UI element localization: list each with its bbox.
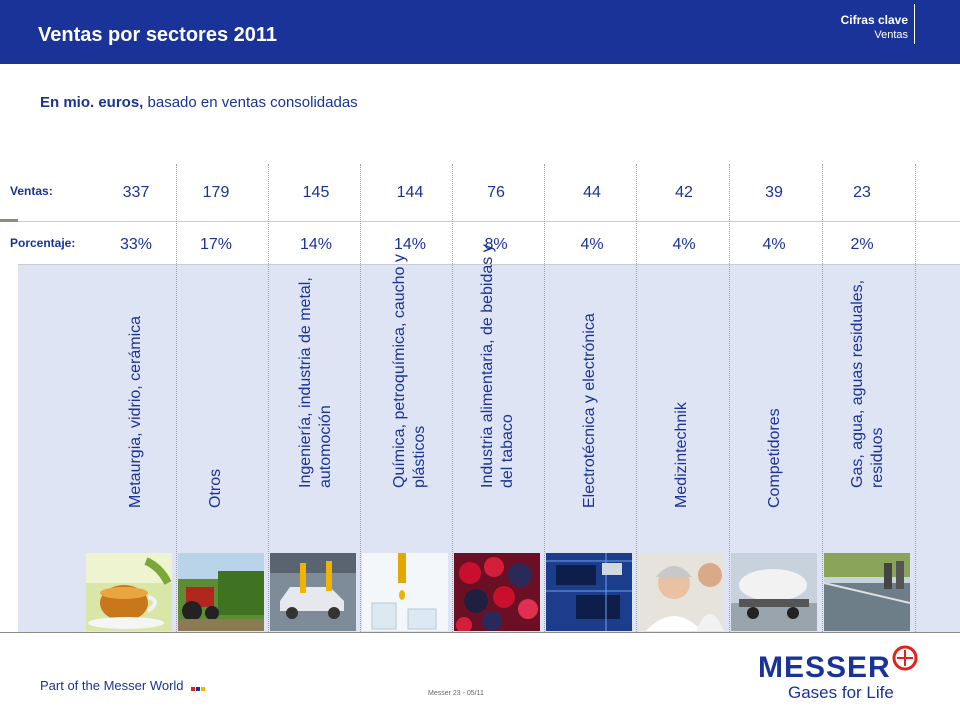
table-bottom-line	[0, 632, 960, 633]
circuit-board-photo	[546, 553, 632, 631]
page-number: Messer 23 - 05/11	[428, 690, 484, 697]
row-marker	[0, 219, 18, 222]
sector-name: Metaurgia, vidrio, cerámica	[127, 315, 144, 508]
tractor-photo	[178, 553, 264, 631]
sector-name-cell: Metaurgia, vidrio, cerámica	[90, 268, 182, 528]
sector-percentage: 4%	[672, 236, 696, 253]
sector-percentage: 17%	[199, 236, 233, 253]
column-separator	[360, 164, 361, 632]
footer-tagline: Part of the Messer World	[40, 678, 206, 694]
car-factory-photo	[270, 553, 356, 631]
column-separator	[915, 164, 916, 632]
sector-sales-value: 76	[487, 184, 505, 201]
sector-name: Química, petroquímica, caucho y plástico…	[391, 254, 428, 488]
sector-sales-value: 145	[302, 184, 330, 201]
sector-name: Medizintechnik	[673, 402, 690, 508]
sector-sales-value: 144	[396, 184, 424, 201]
logo-wordmark: MESSER	[758, 651, 891, 684]
sector-percentage: 14%	[393, 236, 427, 253]
subtitle-unit: En mio. euros,	[40, 94, 144, 111]
row-divider	[18, 221, 960, 222]
water-treatment-photo	[824, 553, 910, 631]
sector-sales-value: 23	[853, 184, 871, 201]
sector-sales-value: 44	[583, 184, 601, 201]
subtitle: En mio. euros, basado en ventas consolid…	[40, 94, 358, 111]
header-bar: Ventas por sectores 2011 Cifras clave Ve…	[0, 0, 960, 64]
sector-name-cell: Competidores	[729, 268, 821, 528]
sector-name-cell: Otros	[170, 268, 262, 528]
column-separator	[268, 164, 269, 632]
subtitle-description: basado en ventas consolidadas	[143, 94, 358, 111]
sector-percentage: 2%	[850, 236, 874, 253]
lab-glass-photo	[362, 553, 448, 631]
footer-tagline-text: Part of the Messer World	[40, 678, 184, 693]
tea-cup-photo	[86, 553, 172, 631]
sector-percentage: 8%	[484, 236, 508, 253]
sector-name-cell: Química, petroquímica, caucho y plástico…	[364, 254, 456, 528]
sector-percentage: 4%	[762, 236, 786, 253]
breadcrumb[interactable]: Cifras clave Ventas	[841, 13, 908, 43]
sector-name: Industria alimentaria, de bebidas y del …	[479, 244, 516, 488]
sector-sales-value: 42	[675, 184, 693, 201]
sector-name: Ingeniería, industria de metal, automoci…	[297, 277, 334, 488]
sector-name: Electrotécnica y electrónica	[581, 313, 598, 508]
sector-sales-value: 39	[765, 184, 783, 201]
sector-name-cell: Electrotécnica y electrónica	[544, 268, 636, 528]
nav-divider	[914, 4, 915, 44]
sector-name-cell: Gas, agua, aguas residuales, residuos	[822, 268, 914, 528]
column-separator	[176, 164, 177, 632]
ventas-row-label: Ventas:	[10, 184, 53, 198]
row-divider	[18, 264, 960, 265]
sector-name-cell: Medizintechnik	[636, 268, 728, 528]
column-separator	[822, 164, 823, 632]
breadcrumb-section[interactable]: Cifras clave	[840, 13, 908, 27]
sector-name: Gas, agua, aguas residuales, residuos	[849, 279, 886, 488]
breadcrumb-page[interactable]: Ventas	[874, 29, 908, 41]
sector-name-cell: Ingeniería, industria de metal, automoci…	[270, 268, 362, 528]
messer-logo: MESSER Gases for Life	[758, 645, 928, 705]
page-title: Ventas por sectores 2011	[38, 24, 278, 46]
sector-percentage: 4%	[580, 236, 604, 253]
sector-percentage: 33%	[119, 236, 153, 253]
logo-tagline: Gases for Life	[788, 683, 894, 702]
sector-name: Competidores	[766, 408, 783, 508]
column-separator	[729, 164, 730, 632]
doctor-patient-photo	[638, 553, 724, 631]
logo-symbol-icon	[892, 645, 918, 671]
tank-truck-photo	[731, 553, 817, 631]
brand-dots-icon	[191, 679, 206, 694]
berries-photo	[454, 553, 540, 631]
sector-sales-value: 179	[202, 184, 230, 201]
sector-sales-value: 337	[122, 184, 150, 201]
sector-name-cell: Industria alimentaria, de bebidas y del …	[452, 244, 544, 528]
porcentaje-row-label: Porcentaje:	[10, 236, 76, 250]
sector-name: Otros	[207, 468, 224, 508]
column-separator	[544, 164, 545, 632]
sector-percentage: 14%	[299, 236, 333, 253]
column-separator	[452, 164, 453, 632]
column-separator	[636, 164, 637, 632]
